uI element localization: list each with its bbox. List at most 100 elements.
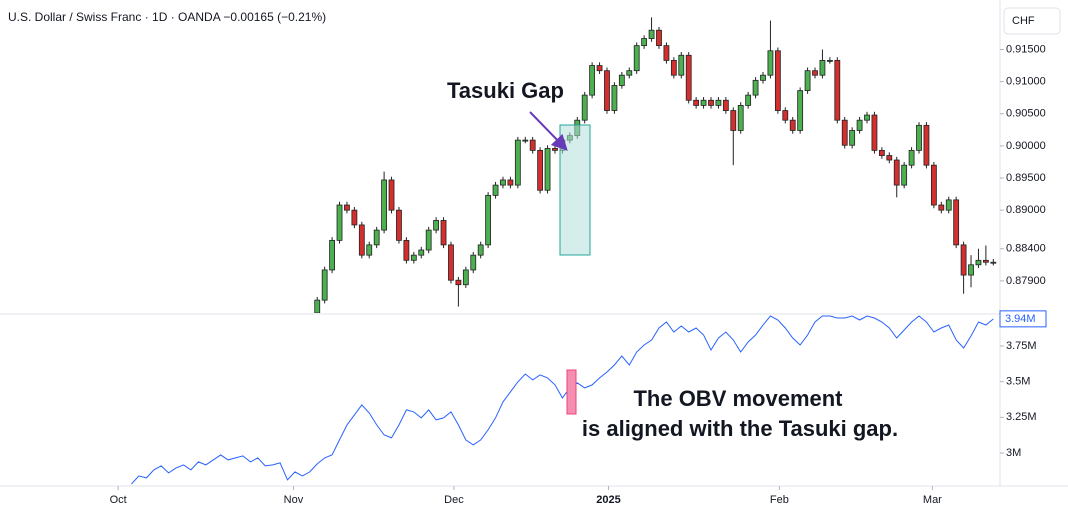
candle-body xyxy=(366,244,373,256)
candle-body xyxy=(507,179,514,186)
candle-body xyxy=(604,70,610,111)
candle-body xyxy=(797,90,804,131)
candle-body xyxy=(403,239,410,261)
y-tick-label: 0.91000 xyxy=(1006,76,1046,88)
symbol-title: U.S. Dollar / Swiss Franc · 1D · OANDA −… xyxy=(8,10,326,24)
candle-body xyxy=(715,99,722,106)
last-value-tag xyxy=(999,310,1047,328)
candle-body xyxy=(930,164,937,206)
candle-body xyxy=(804,70,811,92)
x-tick-label: Nov xyxy=(284,494,304,506)
obv-highlight xyxy=(566,369,577,415)
y-tick-label: 3M xyxy=(1006,447,1021,459)
candle-body xyxy=(396,209,402,241)
candle-body xyxy=(633,45,640,72)
candle-body xyxy=(990,261,997,264)
x-tick-label: Mar xyxy=(923,494,942,506)
candle-body xyxy=(514,139,521,186)
candle-body xyxy=(864,114,870,121)
obv-note: The OBV movement xyxy=(633,386,843,411)
candle-body xyxy=(968,264,974,276)
candle-body xyxy=(789,119,796,131)
obv-line xyxy=(131,315,994,485)
candle-body xyxy=(358,224,365,256)
candle-body xyxy=(418,249,425,256)
candle-body xyxy=(611,85,618,111)
y-tick-label: 3.5M xyxy=(1006,376,1030,388)
candle-body xyxy=(388,179,395,211)
price-change: −0.00165 (−0.21%) xyxy=(223,10,326,24)
candle-body xyxy=(321,269,328,301)
candle-body xyxy=(492,184,499,196)
candle-body xyxy=(373,229,380,246)
y-tick-label: 0.88400 xyxy=(1006,243,1046,255)
candle-body xyxy=(522,139,529,142)
last-value-label: 3.94M xyxy=(1005,313,1036,325)
candle-body xyxy=(477,244,484,256)
candle-body xyxy=(537,149,544,191)
candle-body xyxy=(544,148,551,191)
candle-body xyxy=(856,119,863,131)
candle-body xyxy=(656,29,662,47)
tasuki-label: Tasuki Gap xyxy=(447,78,564,103)
candle-body xyxy=(960,244,967,276)
obv-pane xyxy=(131,315,994,485)
candle-body xyxy=(708,99,714,106)
candle-body xyxy=(737,105,744,131)
candle-body xyxy=(767,50,774,76)
candle-body xyxy=(812,70,818,76)
candle-body xyxy=(581,94,588,121)
candle-body xyxy=(344,204,350,211)
candle-body xyxy=(908,149,915,166)
candle-body xyxy=(745,94,752,106)
tasuki-highlight xyxy=(559,124,591,256)
candle-body xyxy=(618,74,625,86)
candle-body xyxy=(752,79,759,96)
candle-body xyxy=(462,269,469,286)
candle-body xyxy=(500,179,506,186)
candle-body xyxy=(410,254,417,261)
candle-body xyxy=(901,164,908,186)
candle-body xyxy=(589,65,596,96)
annotation-arrow xyxy=(529,111,568,151)
candle-body xyxy=(982,259,989,263)
candle-body xyxy=(663,45,670,61)
candle-body xyxy=(760,74,766,81)
x-tick-label: Oct xyxy=(110,494,127,506)
candle-body xyxy=(945,199,952,211)
candle-body xyxy=(700,99,707,106)
y-tick-label: 0.91500 xyxy=(1006,43,1046,55)
candle-body xyxy=(529,139,536,151)
y-tick-label: 3.25M xyxy=(1006,411,1037,423)
candle-body xyxy=(314,299,321,313)
candle-body xyxy=(641,38,648,47)
candle-body xyxy=(648,29,655,39)
candle-body xyxy=(938,204,945,211)
candle-body xyxy=(693,99,700,106)
candle-body xyxy=(336,204,343,241)
currency-button[interactable] xyxy=(1003,7,1061,35)
candle-body xyxy=(351,209,358,226)
candle-body xyxy=(878,149,885,156)
candle-body xyxy=(440,220,447,246)
candle-body xyxy=(886,155,893,161)
x-tick-label: Feb xyxy=(770,494,789,506)
candle-body xyxy=(722,99,729,111)
candle-body xyxy=(670,60,677,76)
candle-body xyxy=(893,159,900,186)
candle-body xyxy=(819,60,826,76)
symbol-name: U.S. Dollar / Swiss Franc · 1D · OANDA xyxy=(8,10,221,24)
candle-body xyxy=(685,54,692,101)
candle-body xyxy=(953,199,960,246)
candle-body xyxy=(678,54,685,76)
candle-body xyxy=(782,110,789,121)
candle-body xyxy=(552,148,558,151)
candle-body xyxy=(433,220,440,231)
candle-body xyxy=(485,194,492,246)
candle-body xyxy=(849,130,856,146)
y-tick-label: 0.89500 xyxy=(1006,172,1046,184)
candle-body xyxy=(923,124,930,166)
candle-body xyxy=(596,65,603,72)
